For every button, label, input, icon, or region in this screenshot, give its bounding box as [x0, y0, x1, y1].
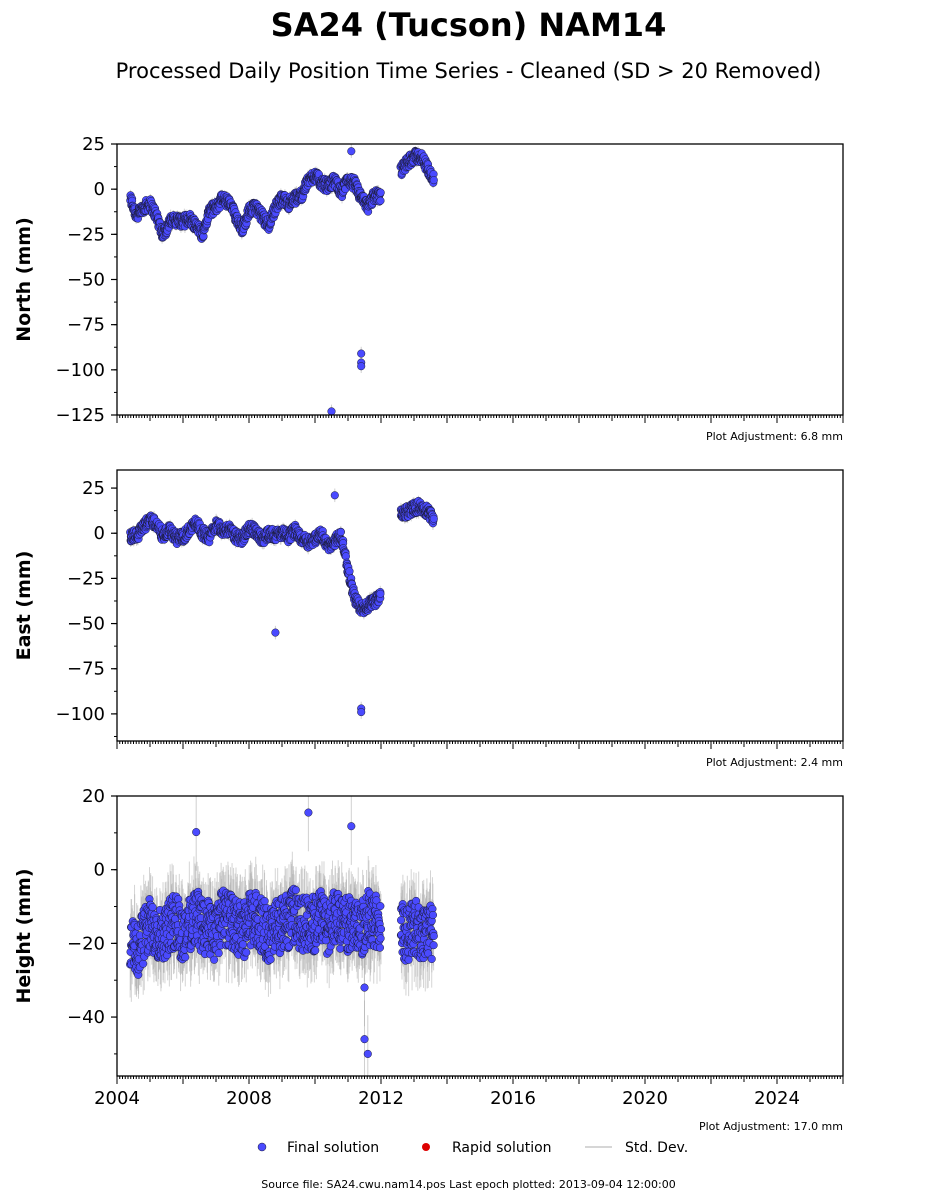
axes-frame [116, 143, 844, 416]
outlier-point [271, 628, 280, 637]
axes-frame [116, 469, 844, 742]
data-points [126, 146, 438, 415]
chart-title: SA24 (Tucson) NAM14 [271, 6, 667, 44]
data-point [429, 514, 438, 523]
y-tick-label: 0 [94, 179, 105, 200]
y-tick-label: −75 [67, 315, 105, 336]
y-tick-label: −25 [67, 224, 105, 245]
plot-adjustment-note: Plot Adjustment: 6.8 mm [706, 430, 843, 443]
plot-area [126, 144, 438, 415]
data-points [126, 491, 438, 717]
data-point [376, 196, 385, 205]
outlier-point [357, 349, 366, 358]
std-dev-bars [129, 488, 434, 719]
chart-subtitle: Processed Daily Position Time Series - C… [116, 59, 822, 83]
plot-area [126, 796, 438, 1076]
y-axis-label: North (mm) [13, 217, 35, 342]
y-tick-label: −75 [67, 659, 105, 680]
data-point [336, 527, 345, 537]
y-tick-label: −50 [67, 270, 105, 291]
y-tick-label: −25 [67, 568, 105, 589]
y-tick-label: −100 [56, 360, 105, 381]
y-tick-label: 25 [82, 134, 105, 155]
data-point [429, 176, 438, 185]
outlier-point [330, 491, 339, 500]
y-tick-label: −125 [56, 405, 105, 426]
outlier-point [357, 362, 366, 371]
y-tick-label: −100 [56, 704, 105, 725]
outlier-point [357, 708, 366, 717]
plot-adjustment-note: Plot Adjustment: 2.4 mm [706, 756, 843, 769]
y-tick-label: −50 [67, 614, 105, 635]
std-dev-bars [129, 144, 435, 415]
north-panel: 25 0 −25 −50 −75 −100 −125 North (mm) Plot Adjus… [13, 134, 844, 443]
outlier-point [347, 147, 356, 156]
data-point [345, 567, 354, 576]
y-tick-label: 25 [82, 478, 105, 499]
plot-area [126, 488, 438, 719]
data-point [376, 589, 385, 598]
y-axis-label: East (mm) [13, 551, 35, 661]
outlier-point [327, 407, 336, 415]
data-point [376, 188, 385, 197]
east-panel: 25 0 −25 −50 −75 −100 East (mm) Plot Adjustment… [13, 469, 844, 769]
y-tick-label: 0 [94, 523, 105, 544]
